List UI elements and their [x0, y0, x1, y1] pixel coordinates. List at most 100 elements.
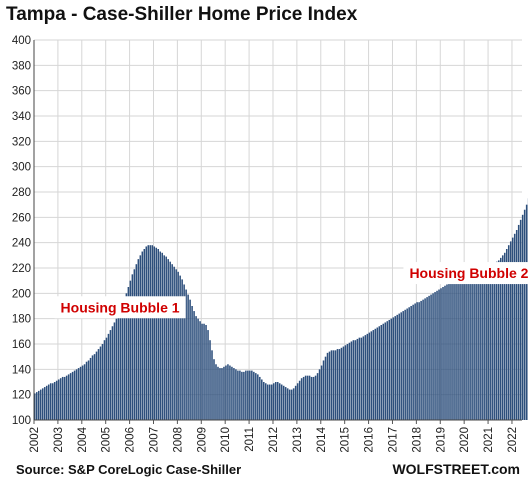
x-tick-label: 2004 [77, 426, 89, 452]
bar [223, 366, 225, 420]
annotation-background [403, 262, 528, 285]
y-tick-label: 380 [12, 60, 31, 72]
bar [404, 309, 406, 420]
bar [53, 382, 56, 420]
x-tick-label: 2012 [268, 427, 280, 453]
y-tick-label: 360 [12, 86, 31, 98]
bar [173, 266, 175, 420]
bar [332, 350, 335, 420]
bar [101, 344, 104, 420]
bar [268, 384, 271, 420]
bar [51, 383, 54, 420]
x-tick-label: 2018 [411, 427, 423, 453]
bar [77, 368, 80, 420]
x-tick-label: 2006 [125, 427, 137, 453]
x-tick-label: 2017 [387, 427, 399, 453]
bar [276, 382, 279, 420]
x-tick-label: 2005 [101, 427, 113, 453]
bar [79, 366, 82, 420]
bar [336, 349, 339, 420]
bar [73, 370, 76, 420]
bar [326, 352, 329, 420]
bar [155, 247, 158, 420]
bar [396, 314, 398, 420]
bar [366, 333, 369, 420]
bar-series [34, 198, 528, 420]
bar [380, 325, 383, 420]
bar [505, 249, 508, 420]
bar [231, 366, 233, 420]
bar [278, 383, 281, 420]
bar [298, 380, 301, 420]
bar [217, 366, 219, 420]
bar [482, 269, 484, 420]
x-tick-label: 2007 [148, 427, 160, 453]
bar [87, 360, 90, 420]
bar [229, 365, 231, 420]
bar [284, 387, 287, 420]
source-note: Source: S&P CoreLogic Case-Shiller [16, 462, 242, 477]
bar [509, 241, 512, 420]
bar [159, 251, 162, 420]
bar [272, 383, 275, 420]
bar [426, 297, 428, 420]
bar [235, 369, 237, 420]
bar [424, 298, 426, 420]
y-tick-label: 160 [12, 339, 31, 351]
bar [292, 388, 295, 420]
bar [191, 306, 193, 420]
bar [103, 340, 106, 420]
bar [239, 370, 241, 420]
bar [181, 279, 183, 420]
bar [67, 374, 70, 420]
bar [374, 328, 377, 420]
x-tick-label: 2009 [196, 427, 208, 453]
bar [344, 345, 347, 420]
bar [233, 368, 235, 420]
y-tick-label: 240 [12, 238, 31, 250]
bar [476, 271, 478, 420]
bar [456, 278, 458, 420]
bar [171, 264, 173, 420]
bar [328, 351, 331, 420]
bar [484, 269, 486, 420]
chart-title: Tampa - Case-Shiller Home Price Index [6, 4, 358, 25]
bar [372, 330, 375, 420]
bar [486, 268, 488, 420]
bar [167, 259, 169, 420]
bar [251, 370, 253, 420]
bar [523, 209, 526, 420]
bar [358, 337, 361, 420]
bar [237, 370, 239, 420]
bar [392, 317, 394, 420]
bar [350, 341, 353, 420]
bar [521, 214, 524, 420]
bar [189, 299, 191, 420]
bar [127, 287, 130, 420]
bar [430, 294, 432, 420]
bar [296, 383, 299, 420]
bar [133, 269, 136, 420]
bar [364, 335, 367, 420]
bar [322, 360, 325, 420]
bar [302, 376, 305, 420]
bar [131, 274, 134, 420]
bar [464, 275, 466, 420]
y-tick-label: 140 [12, 364, 31, 376]
bar [422, 299, 424, 420]
bar [83, 364, 86, 420]
bar [205, 325, 207, 420]
bar [515, 230, 518, 420]
bar [501, 255, 504, 420]
bar [519, 219, 522, 420]
bar [513, 233, 516, 420]
x-tick-label: 2015 [340, 427, 352, 453]
x-tick-label: 2022 [507, 427, 519, 453]
bar [466, 274, 468, 420]
x-axis-ticks: 2002 2003 2004 2005 2006 2007 2008 2009 2010 2011… [29, 420, 519, 453]
bar [312, 376, 315, 420]
bar [388, 319, 391, 420]
bar [280, 384, 283, 420]
bar [290, 389, 293, 420]
bar [265, 383, 267, 420]
